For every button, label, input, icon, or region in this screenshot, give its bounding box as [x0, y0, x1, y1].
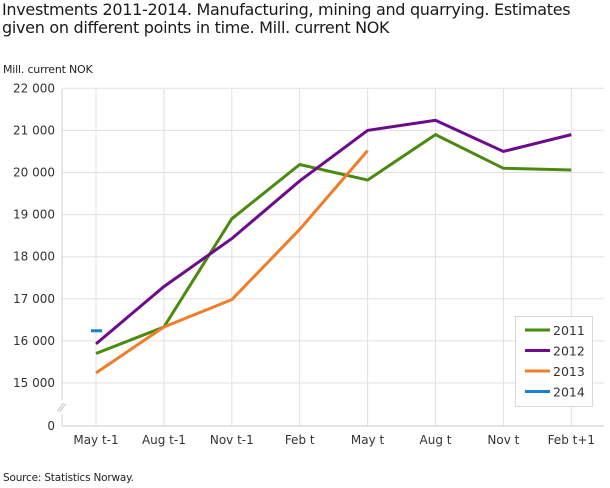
source-note: Source: Statistics Norway. [3, 472, 134, 484]
series-lines [91, 118, 572, 375]
y-axis-ticks: 0 15 000 16 000 17 000 18 000 19 000 20 000 21 … [13, 81, 55, 433]
x-tick-label: Nov t [487, 433, 519, 447]
x-tick-label: May t [351, 433, 385, 447]
y-axis-label: Mill. current NOK [3, 63, 93, 76]
x-tick-label: Aug t [420, 433, 452, 447]
legend: 2011 2012 2013 2014 [515, 316, 593, 407]
x-tick-label: May t-1 [73, 433, 118, 447]
legend-label-2011[interactable]: 2011 [553, 323, 585, 338]
y-tick-label: 16 000 [13, 334, 55, 348]
y-tick-label: 19 000 [13, 208, 55, 222]
x-axis-ticks: May t-1 Aug t-1 Nov t-1 Feb t May t Aug t Nov … [73, 433, 595, 447]
y-tick-label: 17 000 [13, 292, 55, 306]
chart-title: Investments 2011-2014. Manufacturing, mi… [2, 0, 571, 37]
legend-label-2013[interactable]: 2013 [553, 364, 585, 379]
legend-label-2012[interactable]: 2012 [553, 344, 585, 359]
axes [56, 89, 604, 427]
y-tick-label: 18 000 [13, 250, 55, 264]
x-tick-label: Nov t-1 [210, 433, 254, 447]
series-2011-line [95, 132, 572, 355]
y-tick-label: 0 [47, 419, 55, 433]
y-tick-label: 15 000 [13, 376, 55, 390]
y-tick-label: 20 000 [13, 166, 55, 180]
axis-break-icon [57, 402, 64, 412]
x-tick-label: Feb t [285, 433, 315, 447]
y-tick-label: 22 000 [13, 81, 55, 95]
gridlines [62, 87, 604, 426]
series-2012-line [95, 118, 572, 345]
y-tick-label: 21 000 [13, 123, 55, 137]
legend-label-2014[interactable]: 2014 [553, 385, 585, 400]
x-tick-label: Feb t+1 [548, 433, 595, 447]
series-2013-line [95, 149, 369, 375]
x-tick-label: Aug t-1 [142, 433, 186, 447]
